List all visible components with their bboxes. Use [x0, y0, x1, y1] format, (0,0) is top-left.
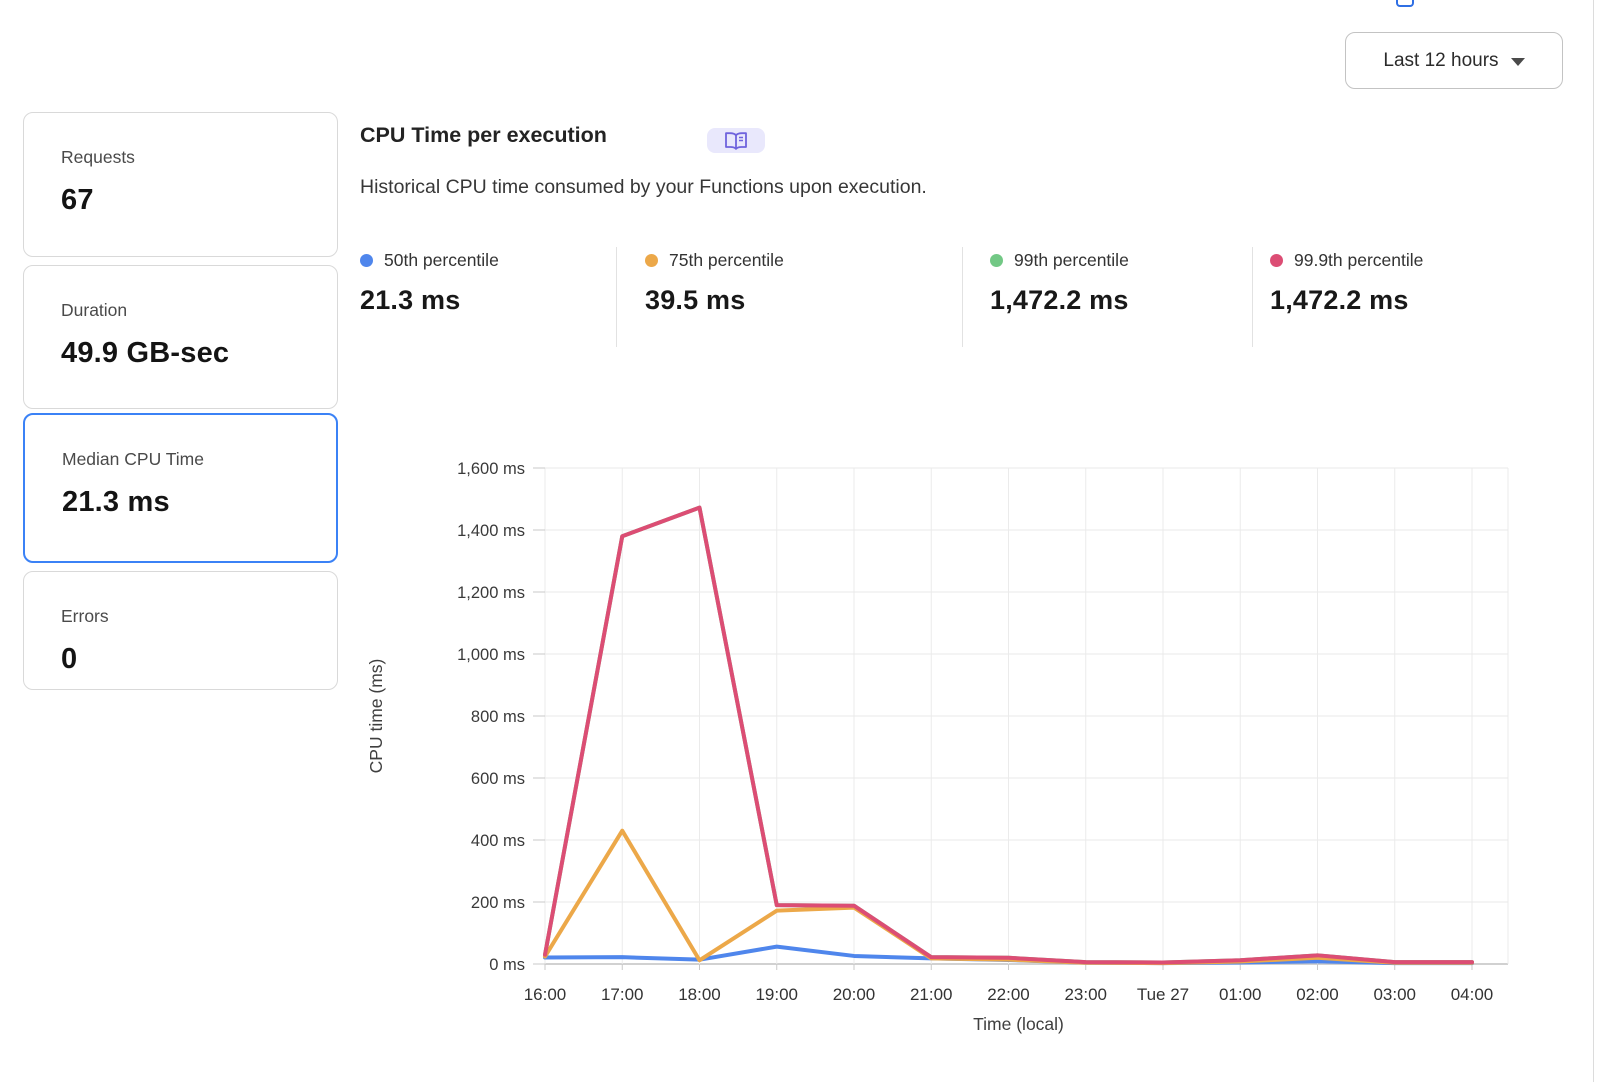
panel-divider	[1593, 0, 1594, 1082]
x-axis-title: Time (local)	[973, 1014, 1064, 1034]
chart-description: Historical CPU time consumed by your Fun…	[360, 176, 927, 198]
legend-item-p50: 50th percentile 21.3 ms	[360, 250, 499, 346]
svg-text:21:00: 21:00	[910, 985, 953, 1004]
svg-text:Tue 27: Tue 27	[1137, 985, 1189, 1004]
svg-text:400 ms: 400 ms	[471, 832, 525, 850]
card-value: 49.9 GB-sec	[61, 337, 230, 369]
svg-text:23:00: 23:00	[1064, 985, 1107, 1004]
p50-series-dot-icon	[360, 254, 373, 267]
card-label: Duration	[61, 300, 128, 320]
time-range-label: Last 12 hours	[1383, 49, 1499, 71]
card-errors[interactable]: Errors 0	[23, 571, 338, 690]
card-requests[interactable]: Requests 67	[23, 112, 338, 257]
svg-text:19:00: 19:00	[755, 985, 798, 1004]
clipped-feedback-icon[interactable]	[1396, 0, 1414, 7]
legend-divider	[1252, 247, 1253, 347]
card-value: 21.3 ms	[62, 486, 170, 518]
legend-label: 50th percentile	[384, 250, 499, 270]
card-label: Errors	[61, 606, 109, 626]
svg-text:18:00: 18:00	[678, 985, 721, 1004]
svg-text:17:00: 17:00	[601, 985, 644, 1004]
card-label: Median CPU Time	[62, 449, 204, 469]
chart-gridlines	[544, 467, 1509, 965]
open-book-icon	[725, 131, 747, 150]
legend-label: 75th percentile	[669, 250, 784, 270]
y-axis-title: CPU time (ms)	[366, 659, 386, 774]
p99-series-dot-icon	[990, 254, 1003, 267]
p999-series-dot-icon	[1270, 254, 1283, 267]
svg-text:800 ms: 800 ms	[471, 708, 525, 726]
legend-value: 21.3 ms	[360, 285, 461, 315]
svg-text:01:00: 01:00	[1219, 985, 1262, 1004]
svg-text:20:00: 20:00	[833, 985, 876, 1004]
chevron-down-icon	[1510, 57, 1525, 66]
svg-text:1,600 ms: 1,600 ms	[457, 460, 525, 478]
chart-axes: 0 ms 200 ms 400 ms 600 ms 800 ms 1,000 ms 1,20…	[457, 460, 1493, 1004]
docs-badge[interactable]	[707, 128, 765, 153]
card-value: 67	[61, 184, 94, 216]
svg-text:22:00: 22:00	[987, 985, 1030, 1004]
legend-item-p999: 99.9th percentile 1,472.2 ms	[1270, 250, 1423, 346]
svg-text:1,400 ms: 1,400 ms	[457, 522, 525, 540]
legend-divider	[962, 247, 963, 347]
svg-text:02:00: 02:00	[1296, 985, 1339, 1004]
card-label: Requests	[61, 147, 135, 167]
card-duration[interactable]: Duration 49.9 GB-sec	[23, 265, 338, 409]
legend-value: 1,472.2 ms	[990, 285, 1129, 315]
svg-text:16:00: 16:00	[524, 985, 567, 1004]
svg-text:0 ms: 0 ms	[489, 956, 525, 974]
svg-text:200 ms: 200 ms	[471, 894, 525, 912]
chart-series	[543, 505, 1474, 966]
chart-title: CPU Time per execution	[360, 123, 607, 147]
time-range-dropdown[interactable]: Last 12 hours	[1345, 32, 1563, 89]
legend-label: 99th percentile	[1014, 250, 1129, 270]
p75-series-dot-icon	[645, 254, 658, 267]
legend-item-p99: 99th percentile 1,472.2 ms	[990, 250, 1129, 346]
svg-text:03:00: 03:00	[1373, 985, 1416, 1004]
svg-text:600 ms: 600 ms	[471, 770, 525, 788]
legend-value: 1,472.2 ms	[1270, 285, 1409, 315]
legend-value: 39.5 ms	[645, 285, 746, 315]
cpu-time-line-chart[interactable]: 0 ms 200 ms 400 ms 600 ms 800 ms 1,000 ms 1,20…	[360, 438, 1530, 1038]
legend-item-p75: 75th percentile 39.5 ms	[645, 250, 784, 346]
svg-text:04:00: 04:00	[1451, 985, 1494, 1004]
svg-text:1,200 ms: 1,200 ms	[457, 584, 525, 602]
svg-text:1,000 ms: 1,000 ms	[457, 646, 525, 664]
card-value: 0	[61, 643, 78, 675]
legend-label: 99.9th percentile	[1294, 250, 1424, 270]
legend-divider	[616, 247, 617, 347]
series-line-99.9th-percentile	[543, 505, 1474, 965]
card-median-cpu-time[interactable]: Median CPU Time 21.3 ms	[23, 413, 338, 563]
